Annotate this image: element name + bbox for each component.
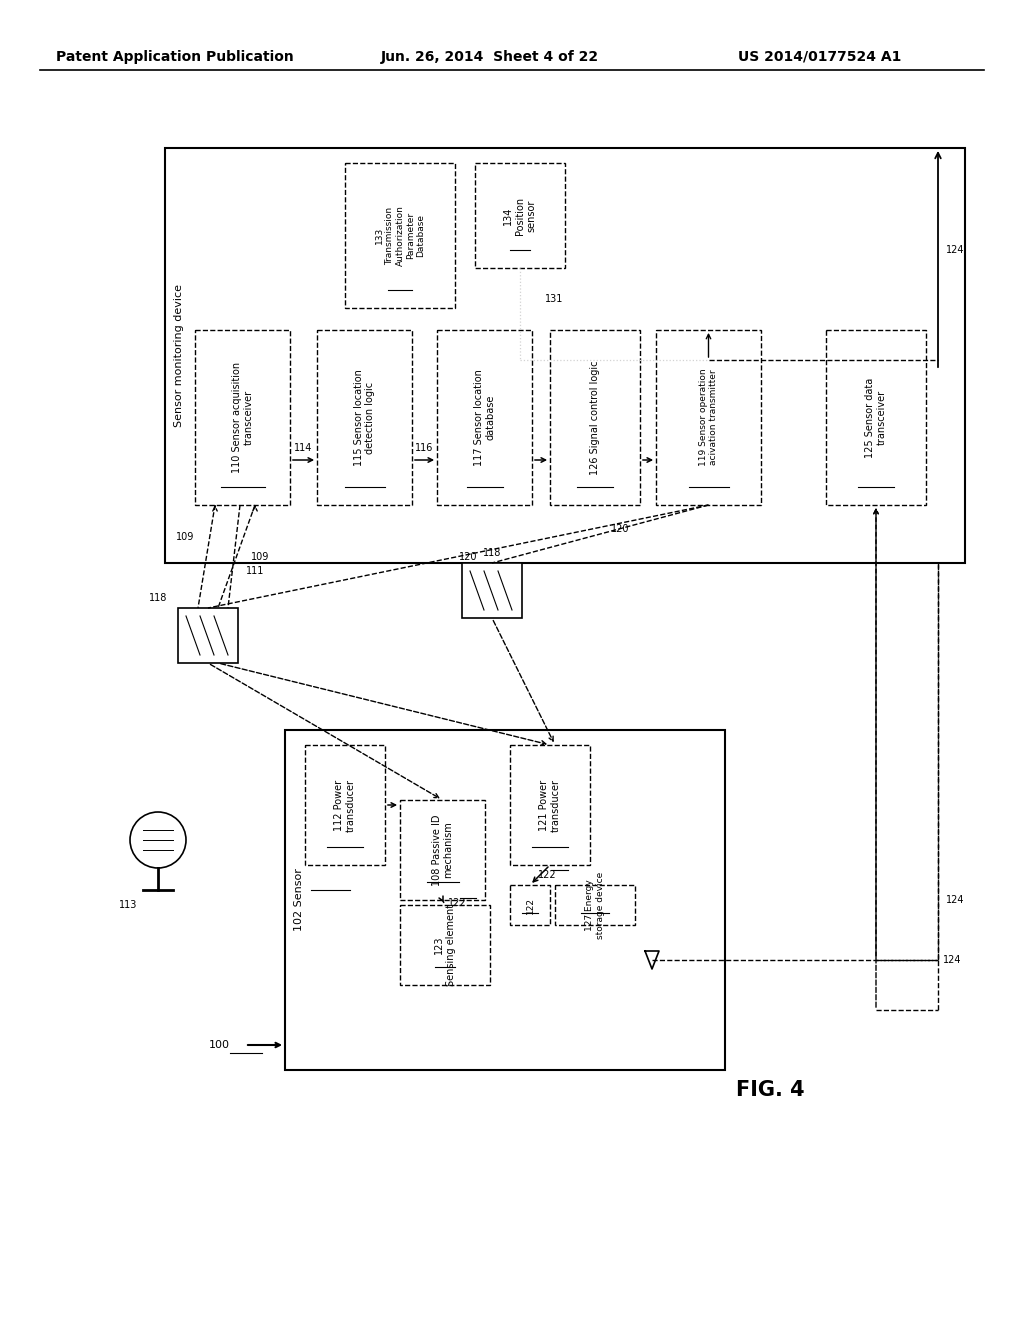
Bar [437,330,532,506]
Text: 100: 100 [209,1040,230,1049]
Bar [317,330,412,506]
Text: 126 Signal control logic: 126 Signal control logic [590,360,600,475]
Text: 124: 124 [943,954,962,965]
Text: 115 Sensor location
detection logic: 115 Sensor location detection logic [353,370,376,466]
Text: 109: 109 [176,532,195,541]
Text: FIG. 4: FIG. 4 [735,1080,804,1100]
Text: 124: 124 [946,895,965,906]
Bar [178,609,238,663]
Text: 127 Energy
storage device: 127 Energy storage device [586,871,605,939]
Bar [305,744,385,865]
Bar [510,884,550,925]
Text: 118: 118 [482,548,501,558]
Bar [550,330,640,506]
Text: 120: 120 [459,552,477,561]
Text: 133
Transmission
Authorization
Parameter
Database: 133 Transmission Authorization Parameter… [375,205,425,265]
Bar [826,330,926,506]
Bar [462,564,522,618]
Bar [555,884,635,925]
Text: 111: 111 [246,566,264,577]
Text: 123
Sensing element: 123 Sensing element [434,904,456,986]
Text: 118: 118 [148,593,167,603]
Text: US 2014/0177524 A1: US 2014/0177524 A1 [738,50,902,63]
Text: Patent Application Publication: Patent Application Publication [56,50,294,63]
Text: 113: 113 [119,900,137,909]
Text: 112 Power
transducer: 112 Power transducer [334,779,355,832]
Text: 122: 122 [525,896,535,913]
Text: 119 Sensor operation
acivation transmitter: 119 Sensor operation acivation transmitt… [698,368,718,466]
Bar [345,162,455,308]
Bar [475,162,565,268]
Text: Jun. 26, 2014  Sheet 4 of 22: Jun. 26, 2014 Sheet 4 of 22 [381,50,599,63]
Bar [510,744,590,865]
Text: 114: 114 [294,444,312,453]
Bar [656,330,761,506]
Text: 120: 120 [611,524,630,535]
Text: 102 Sensor: 102 Sensor [294,869,304,932]
Text: 121 Power
transducer: 121 Power transducer [540,779,561,832]
Text: 116: 116 [416,444,434,453]
Text: 108 Passive ID
mechanism: 108 Passive ID mechanism [432,814,454,886]
Text: 125 Sensor data
transceiver: 125 Sensor data transceiver [865,378,887,458]
Text: 122: 122 [447,898,466,908]
Bar [400,800,485,900]
Text: 134
Position
sensor: 134 Position sensor [504,197,537,235]
Text: 131: 131 [545,294,563,304]
Circle shape [130,812,186,869]
Bar [195,330,290,506]
Text: 117 Sensor location
database: 117 Sensor location database [474,370,496,466]
Text: Sensor monitoring device: Sensor monitoring device [174,284,184,426]
Text: 122: 122 [538,870,557,880]
Text: 110 Sensor acquisition
transceiver: 110 Sensor acquisition transceiver [231,362,253,473]
Bar [285,730,725,1071]
Bar [165,148,965,564]
Text: 109: 109 [251,552,269,561]
Text: 124: 124 [946,246,965,255]
Bar [400,906,490,985]
